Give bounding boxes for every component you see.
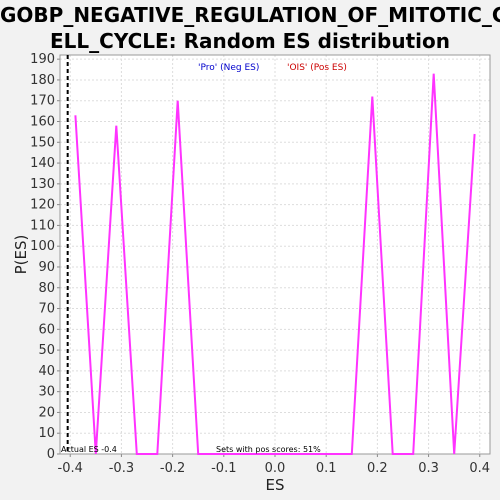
chart-title-line-2: ELL_CYCLE: Random ES distribution bbox=[50, 29, 450, 53]
y-tick-label: 70 bbox=[38, 302, 55, 317]
y-tick-label: 130 bbox=[30, 177, 55, 192]
y-tick-label: 20 bbox=[38, 405, 55, 420]
actual-es-label: Actual ES -0.4 bbox=[61, 445, 117, 454]
y-tick-label: 60 bbox=[38, 322, 55, 337]
y-tick-label: 50 bbox=[38, 343, 55, 358]
y-tick-label: 110 bbox=[30, 218, 55, 233]
es-distribution-line bbox=[74, 73, 476, 455]
grid bbox=[60, 55, 490, 455]
y-tick-label: 40 bbox=[38, 364, 55, 379]
x-axis-label: ES bbox=[266, 476, 285, 494]
y-tick-label: 180 bbox=[30, 73, 55, 88]
x-tick-label: 0.1 bbox=[316, 461, 337, 476]
y-tick-label: 190 bbox=[30, 52, 55, 67]
pos-scores-annotation: Sets with pos scores: 51% bbox=[216, 445, 321, 454]
x-tick-label: -0.3 bbox=[109, 461, 134, 476]
y-axis-label: P(ES) bbox=[12, 235, 30, 275]
y-tick-label: 120 bbox=[30, 198, 55, 213]
x-tick-label: -0.4 bbox=[58, 461, 83, 476]
y-tick-label: 140 bbox=[30, 156, 55, 171]
x-tick-label: 0.0 bbox=[265, 461, 286, 476]
chart-title: GOBP_NEGATIVE_REGULATION_OF_MITOTIC_C EL… bbox=[0, 2, 500, 54]
y-tick-label: 10 bbox=[38, 426, 55, 441]
tick-labels: 0 10 20 30 40 50 60 70 80 90 100 110 120 130 140 150 160… bbox=[30, 52, 490, 476]
y-tick-label: 90 bbox=[38, 260, 55, 275]
y-tick-label: 0 bbox=[47, 447, 55, 462]
y-tick-label: 170 bbox=[30, 94, 55, 109]
y-tick-label: 160 bbox=[30, 115, 55, 130]
x-tick-label: 0.4 bbox=[469, 461, 490, 476]
x-tick-label: 0.2 bbox=[367, 461, 388, 476]
x-tick-label: -0.2 bbox=[160, 461, 185, 476]
x-tick-label: 0.3 bbox=[418, 461, 439, 476]
x-tick-label: -0.1 bbox=[211, 461, 236, 476]
chart-title-line-1: GOBP_NEGATIVE_REGULATION_OF_MITOTIC_C bbox=[0, 3, 500, 27]
legend-pro-neg-es: 'Pro' (Neg ES) bbox=[198, 63, 259, 73]
y-tick-label: 100 bbox=[30, 239, 55, 254]
y-tick-label: 80 bbox=[38, 281, 55, 296]
y-tick-label: 30 bbox=[38, 385, 55, 400]
legend-ois-pos-es: 'OIS' (Pos ES) bbox=[287, 63, 347, 73]
y-tick-label: 150 bbox=[30, 135, 55, 150]
